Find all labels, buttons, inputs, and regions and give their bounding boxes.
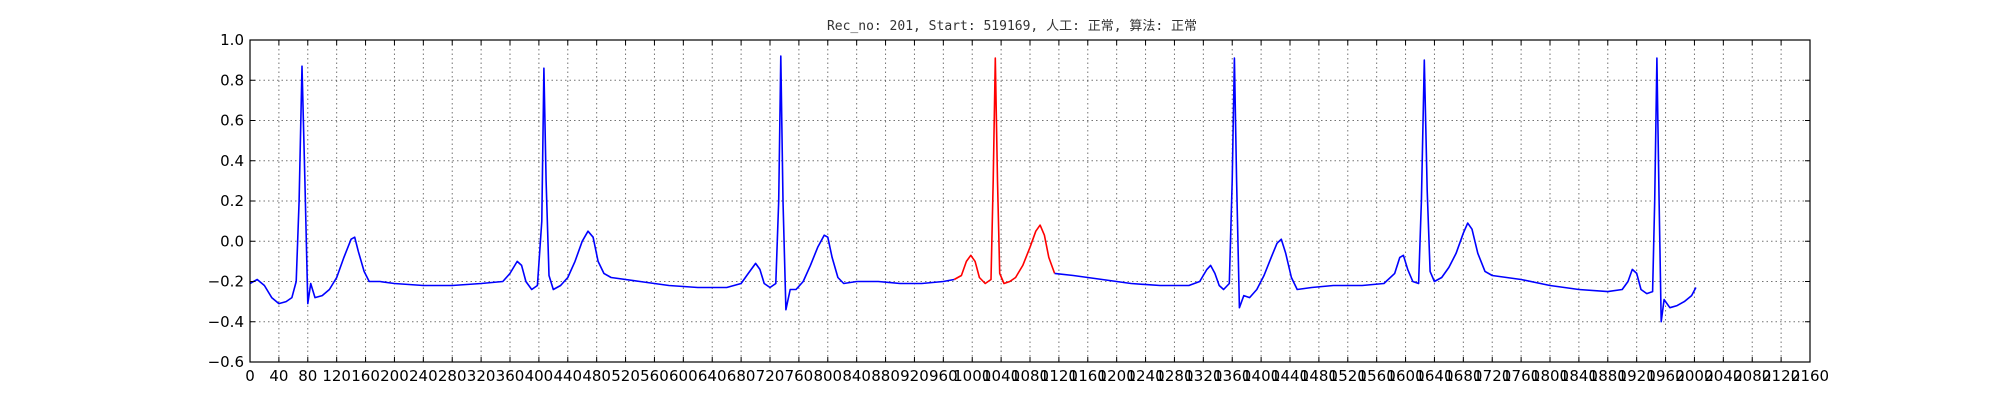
x-tick-label: 560: [640, 367, 669, 385]
x-tick-label: 1320: [1184, 367, 1222, 385]
x-tick-label: 280: [438, 367, 467, 385]
x-tick-label: 360: [496, 367, 525, 385]
x-tick-label: 760: [785, 367, 814, 385]
ecg-series-line-1: [953, 57, 1056, 285]
ecg-series-line-2: [1054, 57, 1697, 323]
x-tick-label: 120: [322, 367, 351, 385]
x-tick-label: 1360: [1213, 367, 1251, 385]
x-tick-label: 1520: [1329, 367, 1367, 385]
x-tick-label: 640: [698, 367, 727, 385]
x-tick-label: 2040: [1704, 367, 1742, 385]
x-tick-label: 720: [756, 367, 785, 385]
x-tick-label: 0: [245, 367, 255, 385]
x-tick-label: 1480: [1300, 367, 1338, 385]
x-tick-label: 2000: [1675, 367, 1713, 385]
x-tick-label: 1760: [1502, 367, 1540, 385]
y-tick-label: −0.6: [208, 353, 244, 371]
x-tick-label: 320: [467, 367, 496, 385]
y-tick-label: 0.8: [220, 71, 244, 89]
x-tick-label: 200: [380, 367, 409, 385]
x-tick-label: 1920: [1618, 367, 1656, 385]
x-tick-label: 160: [351, 367, 380, 385]
x-tick-label: 1800: [1531, 367, 1569, 385]
x-tick-label: 1280: [1155, 367, 1193, 385]
x-tick-label: 880: [871, 367, 900, 385]
x-tick-label: 1080: [1011, 367, 1049, 385]
x-tick-label: 2080: [1733, 367, 1771, 385]
y-tick-label: −0.2: [208, 273, 244, 291]
x-tick-label: 480: [582, 367, 611, 385]
y-tick-label: 1.0: [220, 31, 244, 49]
y-tick-label: −0.4: [208, 313, 244, 331]
y-tick-label: 0.0: [220, 232, 244, 250]
x-tick-label: 840: [842, 367, 871, 385]
y-axis-tick-labels: −0.6 −0.4 −0.2 0.0 0.2 0.4 0.6 0.8 1.0: [208, 31, 244, 371]
axis-ticks: [249, 39, 1811, 363]
x-tick-label: 240: [409, 367, 438, 385]
y-tick-label: 0.4: [220, 152, 244, 170]
chart-title: Rec_no: 201, Start: 519169, 人工: 正常, 算法: …: [827, 19, 1197, 34]
x-tick-label: 1000: [953, 367, 991, 385]
x-tick-label: 1680: [1444, 367, 1482, 385]
x-tick-label: 1880: [1589, 367, 1627, 385]
x-tick-label: 1640: [1415, 367, 1453, 385]
x-tick-label: 1240: [1126, 367, 1164, 385]
x-tick-label: 920: [900, 367, 929, 385]
x-tick-label: 1720: [1473, 367, 1511, 385]
x-tick-label: 520: [611, 367, 640, 385]
x-tick-label: 1400: [1242, 367, 1280, 385]
x-axis-tick-labels: 0 40 80 120 160 200 240 280 320 360 400 440 480 520 56…: [245, 367, 1829, 385]
x-tick-label: 680: [727, 367, 756, 385]
x-tick-label: 2120: [1762, 367, 1800, 385]
x-tick-label: 1200: [1098, 367, 1136, 385]
x-tick-label: 1160: [1069, 367, 1107, 385]
ecg-series-line-0: [249, 55, 955, 311]
y-tick-label: 0.2: [220, 192, 244, 210]
x-tick-label: 1120: [1040, 367, 1078, 385]
grid-lines: [249, 39, 1811, 363]
x-tick-label: 1840: [1560, 367, 1598, 385]
x-tick-label: 1600: [1386, 367, 1424, 385]
x-tick-label: 80: [298, 367, 317, 385]
y-tick-label: 0.6: [220, 112, 244, 130]
x-tick-label: 40: [269, 367, 288, 385]
x-tick-label: 2160: [1791, 367, 1829, 385]
x-tick-label: 1440: [1271, 367, 1309, 385]
plot-series: [249, 55, 1697, 323]
x-tick-label: 1560: [1358, 367, 1396, 385]
x-tick-label: 1040: [982, 367, 1020, 385]
x-tick-label: 400: [525, 367, 554, 385]
x-tick-label: 800: [813, 367, 842, 385]
x-tick-label: 440: [553, 367, 582, 385]
x-tick-label: 1960: [1646, 367, 1684, 385]
x-tick-label: 960: [929, 367, 958, 385]
x-tick-label: 600: [669, 367, 698, 385]
